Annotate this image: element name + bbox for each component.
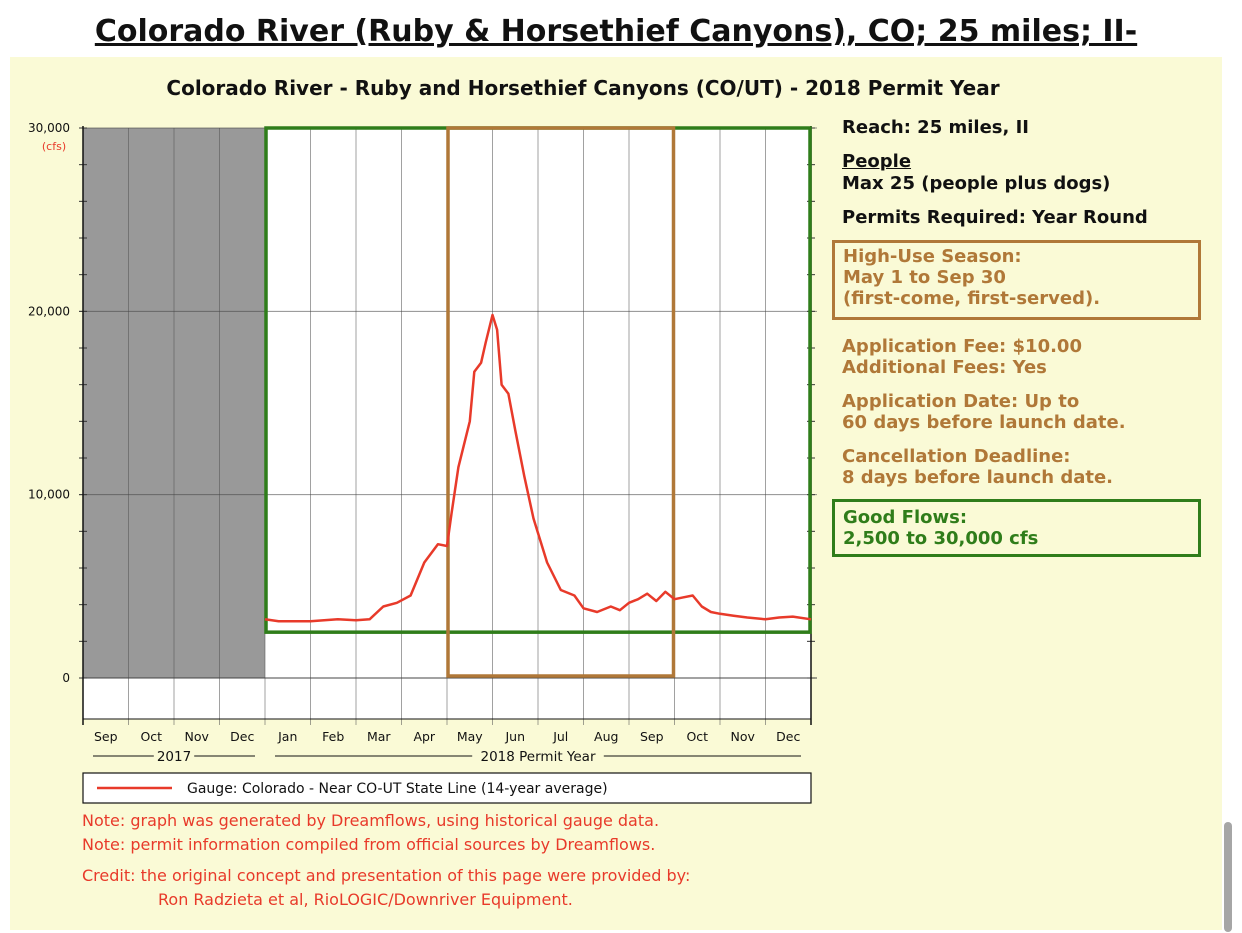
month-label: May: [457, 729, 483, 744]
year-group-label: 2017: [157, 749, 191, 765]
fee-line1: Application Fee: $10.00: [842, 336, 1082, 357]
chart-panel: Colorado River - Ruby and Horsethief Can…: [10, 57, 1222, 930]
app-date-line2: 60 days before launch date.: [842, 412, 1126, 433]
month-label: Jan: [277, 729, 297, 744]
note-dreamflows-graph: Note: graph was generated by Dreamflows,…: [82, 811, 660, 830]
month-label: Oct: [140, 729, 162, 744]
chart-title: Colorado River - Ruby and Horsethief Can…: [166, 76, 999, 100]
application-date: Application Date: Up to 60 days before l…: [842, 391, 1126, 433]
flow-chart: Colorado River - Ruby and Horsethief Can…: [28, 76, 1000, 804]
month-label: Feb: [322, 729, 344, 744]
flow-series-line: [264, 313, 812, 623]
permits-required: Permits Required: Year Round: [842, 207, 1148, 228]
high-use-line3: (first-come, first-served).: [843, 288, 1101, 309]
month-label: Sep: [94, 729, 118, 744]
good-flows-line1: Good Flows:: [843, 507, 968, 528]
application-fee: Application Fee: $10.00 Additional Fees:…: [842, 336, 1082, 378]
month-label: Dec: [776, 729, 800, 744]
y-tick-label: 30,000: [28, 121, 70, 135]
month-label: Jul: [552, 729, 568, 744]
year-group-label: 2018 Permit Year: [481, 749, 596, 765]
people-max: Max 25 (people plus dogs): [842, 173, 1111, 194]
y-axis-unit: (cfs): [42, 140, 66, 153]
app-date-line1: Application Date: Up to: [842, 391, 1080, 412]
reach-info: Reach: 25 miles, II: [842, 117, 1029, 138]
month-label: Dec: [230, 729, 254, 744]
people-heading: People: [842, 151, 912, 172]
credit-line: Credit: the original concept and present…: [82, 866, 691, 885]
cancel-line1: Cancellation Deadline:: [842, 446, 1071, 467]
y-tick-label: 0: [62, 671, 70, 685]
scrollbar[interactable]: [1224, 822, 1232, 932]
credit-authors: Ron Radzieta et al, RioLOGIC/Downriver E…: [158, 890, 573, 909]
high-use-season-box: High-Use Season: May 1 to Sep 30 (first-…: [832, 240, 1201, 320]
month-label: Nov: [185, 729, 210, 744]
month-label: Aug: [594, 729, 618, 744]
note-permit-info: Note: permit information compiled from o…: [82, 835, 656, 854]
month-label: Oct: [686, 729, 708, 744]
month-label: Apr: [413, 729, 435, 744]
y-tick-label: 20,000: [28, 304, 70, 318]
high-use-line1: High-Use Season:: [843, 246, 1022, 267]
legend: Gauge: Colorado - Near CO-UT State Line …: [82, 772, 812, 804]
good-flows-line2: 2,500 to 30,000 cfs: [843, 528, 1039, 549]
high-use-line2: May 1 to Sep 30: [843, 267, 1006, 288]
good-flows-box: Good Flows: 2,500 to 30,000 cfs: [832, 499, 1201, 557]
page-title: Colorado River (Ruby & Horsethief Canyon…: [94, 14, 1138, 49]
cancel-line2: 8 days before launch date.: [842, 467, 1114, 488]
high-use-region: [446, 126, 676, 678]
fee-line2: Additional Fees: Yes: [842, 357, 1047, 378]
month-label: Jun: [504, 729, 525, 744]
month-label: Sep: [640, 729, 664, 744]
month-label: Nov: [731, 729, 756, 744]
y-tick-label: 10,000: [28, 488, 70, 502]
legend-box: [82, 772, 812, 804]
month-label: Mar: [367, 729, 391, 744]
cancellation-deadline: Cancellation Deadline: 8 days before lau…: [842, 446, 1113, 488]
legend-label: Gauge: Colorado - Near CO-UT State Line …: [187, 781, 608, 797]
